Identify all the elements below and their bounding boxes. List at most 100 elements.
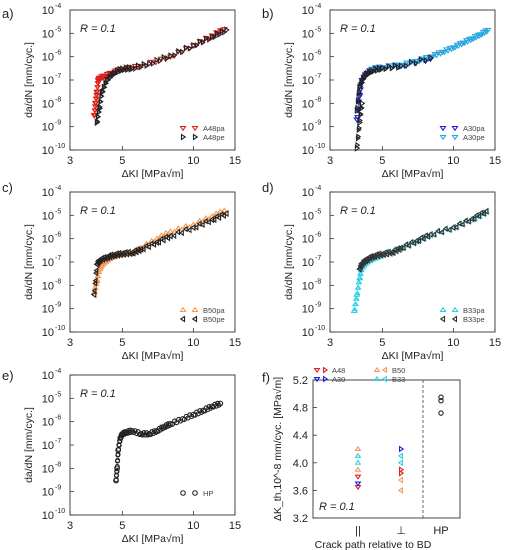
data-point — [355, 104, 361, 111]
data-point — [357, 88, 363, 96]
data-point — [357, 270, 364, 276]
y-tick-label: 10 — [302, 187, 314, 199]
series-HP — [113, 400, 224, 484]
y-tick-label: 10 — [42, 145, 54, 157]
data-point — [217, 31, 223, 38]
data-point — [470, 37, 477, 42]
data-point — [438, 394, 444, 400]
legend-label: B33 — [392, 375, 405, 384]
x-tick-label: 3 — [67, 155, 73, 167]
data-point — [411, 240, 417, 247]
data-point — [392, 62, 398, 69]
data-point — [162, 229, 170, 235]
legend-marker — [180, 490, 186, 496]
x-tick-label: 15 — [229, 337, 241, 349]
y-tick-exponent: -6 — [315, 50, 321, 57]
y-axis-title: da/dN [mm/cyc.] — [23, 42, 35, 118]
y-tick-label: 10 — [302, 122, 314, 134]
data-point — [100, 88, 106, 95]
legend-label: A48pe — [203, 133, 225, 142]
data-point — [425, 233, 431, 241]
x-tick-label: 5 — [379, 337, 385, 349]
series-B33 — [354, 452, 362, 465]
data-point — [354, 459, 362, 465]
legend-marker — [323, 375, 329, 383]
series-A30pa — [354, 54, 434, 114]
category-label: || — [355, 525, 361, 537]
data-point — [357, 124, 363, 132]
data-point — [358, 110, 364, 118]
x-tick-label: 3 — [327, 155, 333, 167]
data-point — [376, 250, 382, 257]
data-point — [368, 69, 374, 77]
x-tick-label: 5 — [379, 155, 385, 167]
data-point — [116, 249, 122, 257]
data-point — [95, 118, 101, 125]
legend-marker — [381, 366, 387, 374]
data-point — [385, 248, 391, 255]
legend-marker — [451, 125, 459, 132]
legend-marker — [439, 134, 447, 141]
data-point — [145, 243, 151, 251]
legend-label: A30pe — [463, 133, 485, 142]
data-point — [165, 235, 171, 242]
data-point — [93, 269, 98, 277]
data-point — [471, 215, 477, 223]
y-tick-label: 10 — [302, 52, 314, 64]
data-point — [468, 215, 475, 223]
data-point — [408, 238, 414, 246]
legend-label: B50pe — [203, 315, 225, 324]
legend-marker — [179, 125, 187, 132]
data-point — [446, 226, 452, 234]
y-tick-exponent: -6 — [315, 232, 321, 239]
y-tick-label: 10 — [42, 75, 54, 87]
y-tick-label: 10 — [42, 417, 54, 429]
y-tick-label: 4.4 — [293, 430, 308, 442]
data-point — [153, 430, 159, 436]
y-tick-label: 5.2 — [293, 375, 308, 387]
y-tick-label: 10 — [302, 257, 314, 269]
legend-marker — [451, 134, 459, 141]
panel-label: b) — [262, 6, 274, 21]
data-point — [405, 242, 411, 249]
y-tick-exponent: -5 — [315, 208, 321, 215]
data-point — [156, 239, 162, 246]
panel-label: e) — [2, 368, 14, 383]
data-point — [448, 47, 455, 53]
y-tick-exponent: -10 — [55, 508, 65, 515]
data-point — [193, 224, 199, 231]
data-point — [135, 62, 141, 69]
y-tick-exponent: -5 — [55, 26, 61, 33]
y-axis-title: da/dN [mm/cyc.] — [283, 42, 295, 118]
data-point — [211, 216, 217, 224]
data-point — [359, 104, 365, 111]
data-point — [438, 410, 444, 416]
legend-label: A30pa — [463, 124, 486, 133]
data-point — [94, 273, 102, 279]
data-point — [475, 34, 483, 40]
legend-marker — [191, 315, 198, 323]
data-point — [356, 274, 364, 280]
data-point — [197, 38, 203, 45]
y-tick-label: 10 — [42, 187, 54, 199]
legend-label: B50pa — [203, 306, 226, 315]
data-point — [354, 452, 362, 458]
x-axis-title: ΔKI [MPa√m] — [122, 533, 184, 545]
data-point — [400, 244, 406, 252]
data-point — [97, 108, 103, 116]
data-point — [462, 217, 468, 224]
data-point — [216, 214, 222, 222]
x-tick-label: 5 — [119, 337, 125, 349]
data-point — [163, 233, 168, 241]
y-tick-exponent: -4 — [315, 3, 321, 10]
data-point — [150, 60, 156, 67]
data-point — [114, 469, 120, 475]
data-point — [390, 249, 396, 257]
y-tick-label: 10 — [42, 122, 54, 134]
y-tick-label: 10 — [42, 28, 54, 40]
y-tick-label: 10 — [42, 210, 54, 222]
y-tick-exponent: -7 — [55, 73, 61, 80]
series-B33pe — [356, 207, 489, 273]
data-point — [353, 295, 360, 301]
